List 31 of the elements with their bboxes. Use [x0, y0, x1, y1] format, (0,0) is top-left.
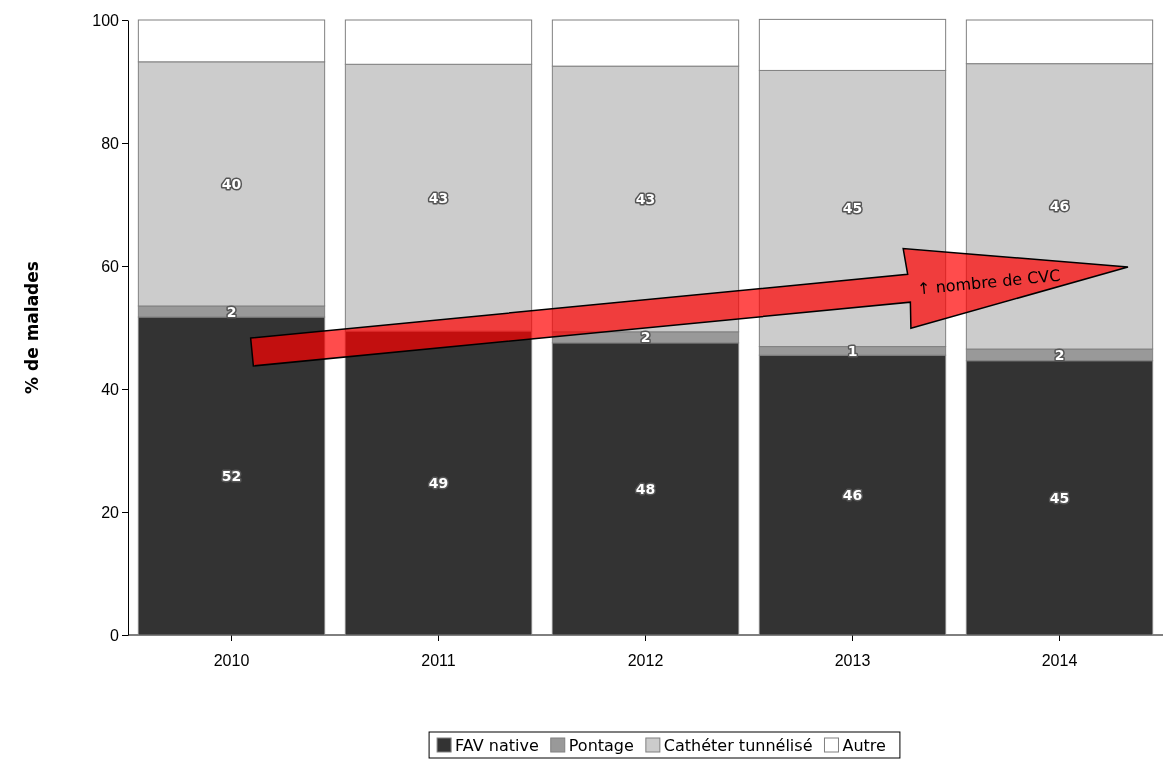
y-tick-label: 0: [110, 626, 120, 644]
legend-label: Cathéter tunnélisé: [663, 736, 813, 755]
legend-label: FAV native: [455, 736, 539, 755]
data-label: 43: [428, 189, 449, 206]
data-label: 2: [640, 329, 651, 346]
x-tick-label: 2012: [627, 652, 664, 670]
data-label: 2: [1054, 346, 1065, 363]
data-label: 48: [635, 480, 656, 497]
y-tick-label: 80: [101, 134, 120, 152]
data-label: 45: [1049, 489, 1070, 506]
data-label: 49: [428, 475, 449, 492]
data-label: 46: [1049, 198, 1070, 215]
data-label: 45: [842, 200, 863, 217]
y-tick-label: 40: [101, 380, 120, 398]
annotation: ↑ nombre de CVC: [916, 265, 1062, 299]
data-label: 2: [226, 303, 237, 320]
legend-label: Pontage: [568, 736, 634, 755]
data-label: 52: [221, 468, 242, 485]
legend-label: Autre: [842, 736, 886, 755]
data-label: 40: [221, 175, 242, 192]
data-label: 46: [842, 487, 863, 504]
y-tick-label: 100: [92, 11, 120, 29]
y-tick-label: 60: [101, 257, 120, 275]
data-label: 1: [847, 342, 858, 359]
x-tick-label: 2013: [834, 652, 871, 670]
data-label: 43: [635, 190, 656, 207]
x-tick-label: 2011: [421, 652, 456, 670]
y-tick-label: 20: [101, 503, 120, 521]
x-tick-label: 2010: [213, 652, 250, 670]
x-tick-label: 2014: [1041, 652, 1078, 670]
y-axis-title: % de malades: [22, 261, 42, 394]
